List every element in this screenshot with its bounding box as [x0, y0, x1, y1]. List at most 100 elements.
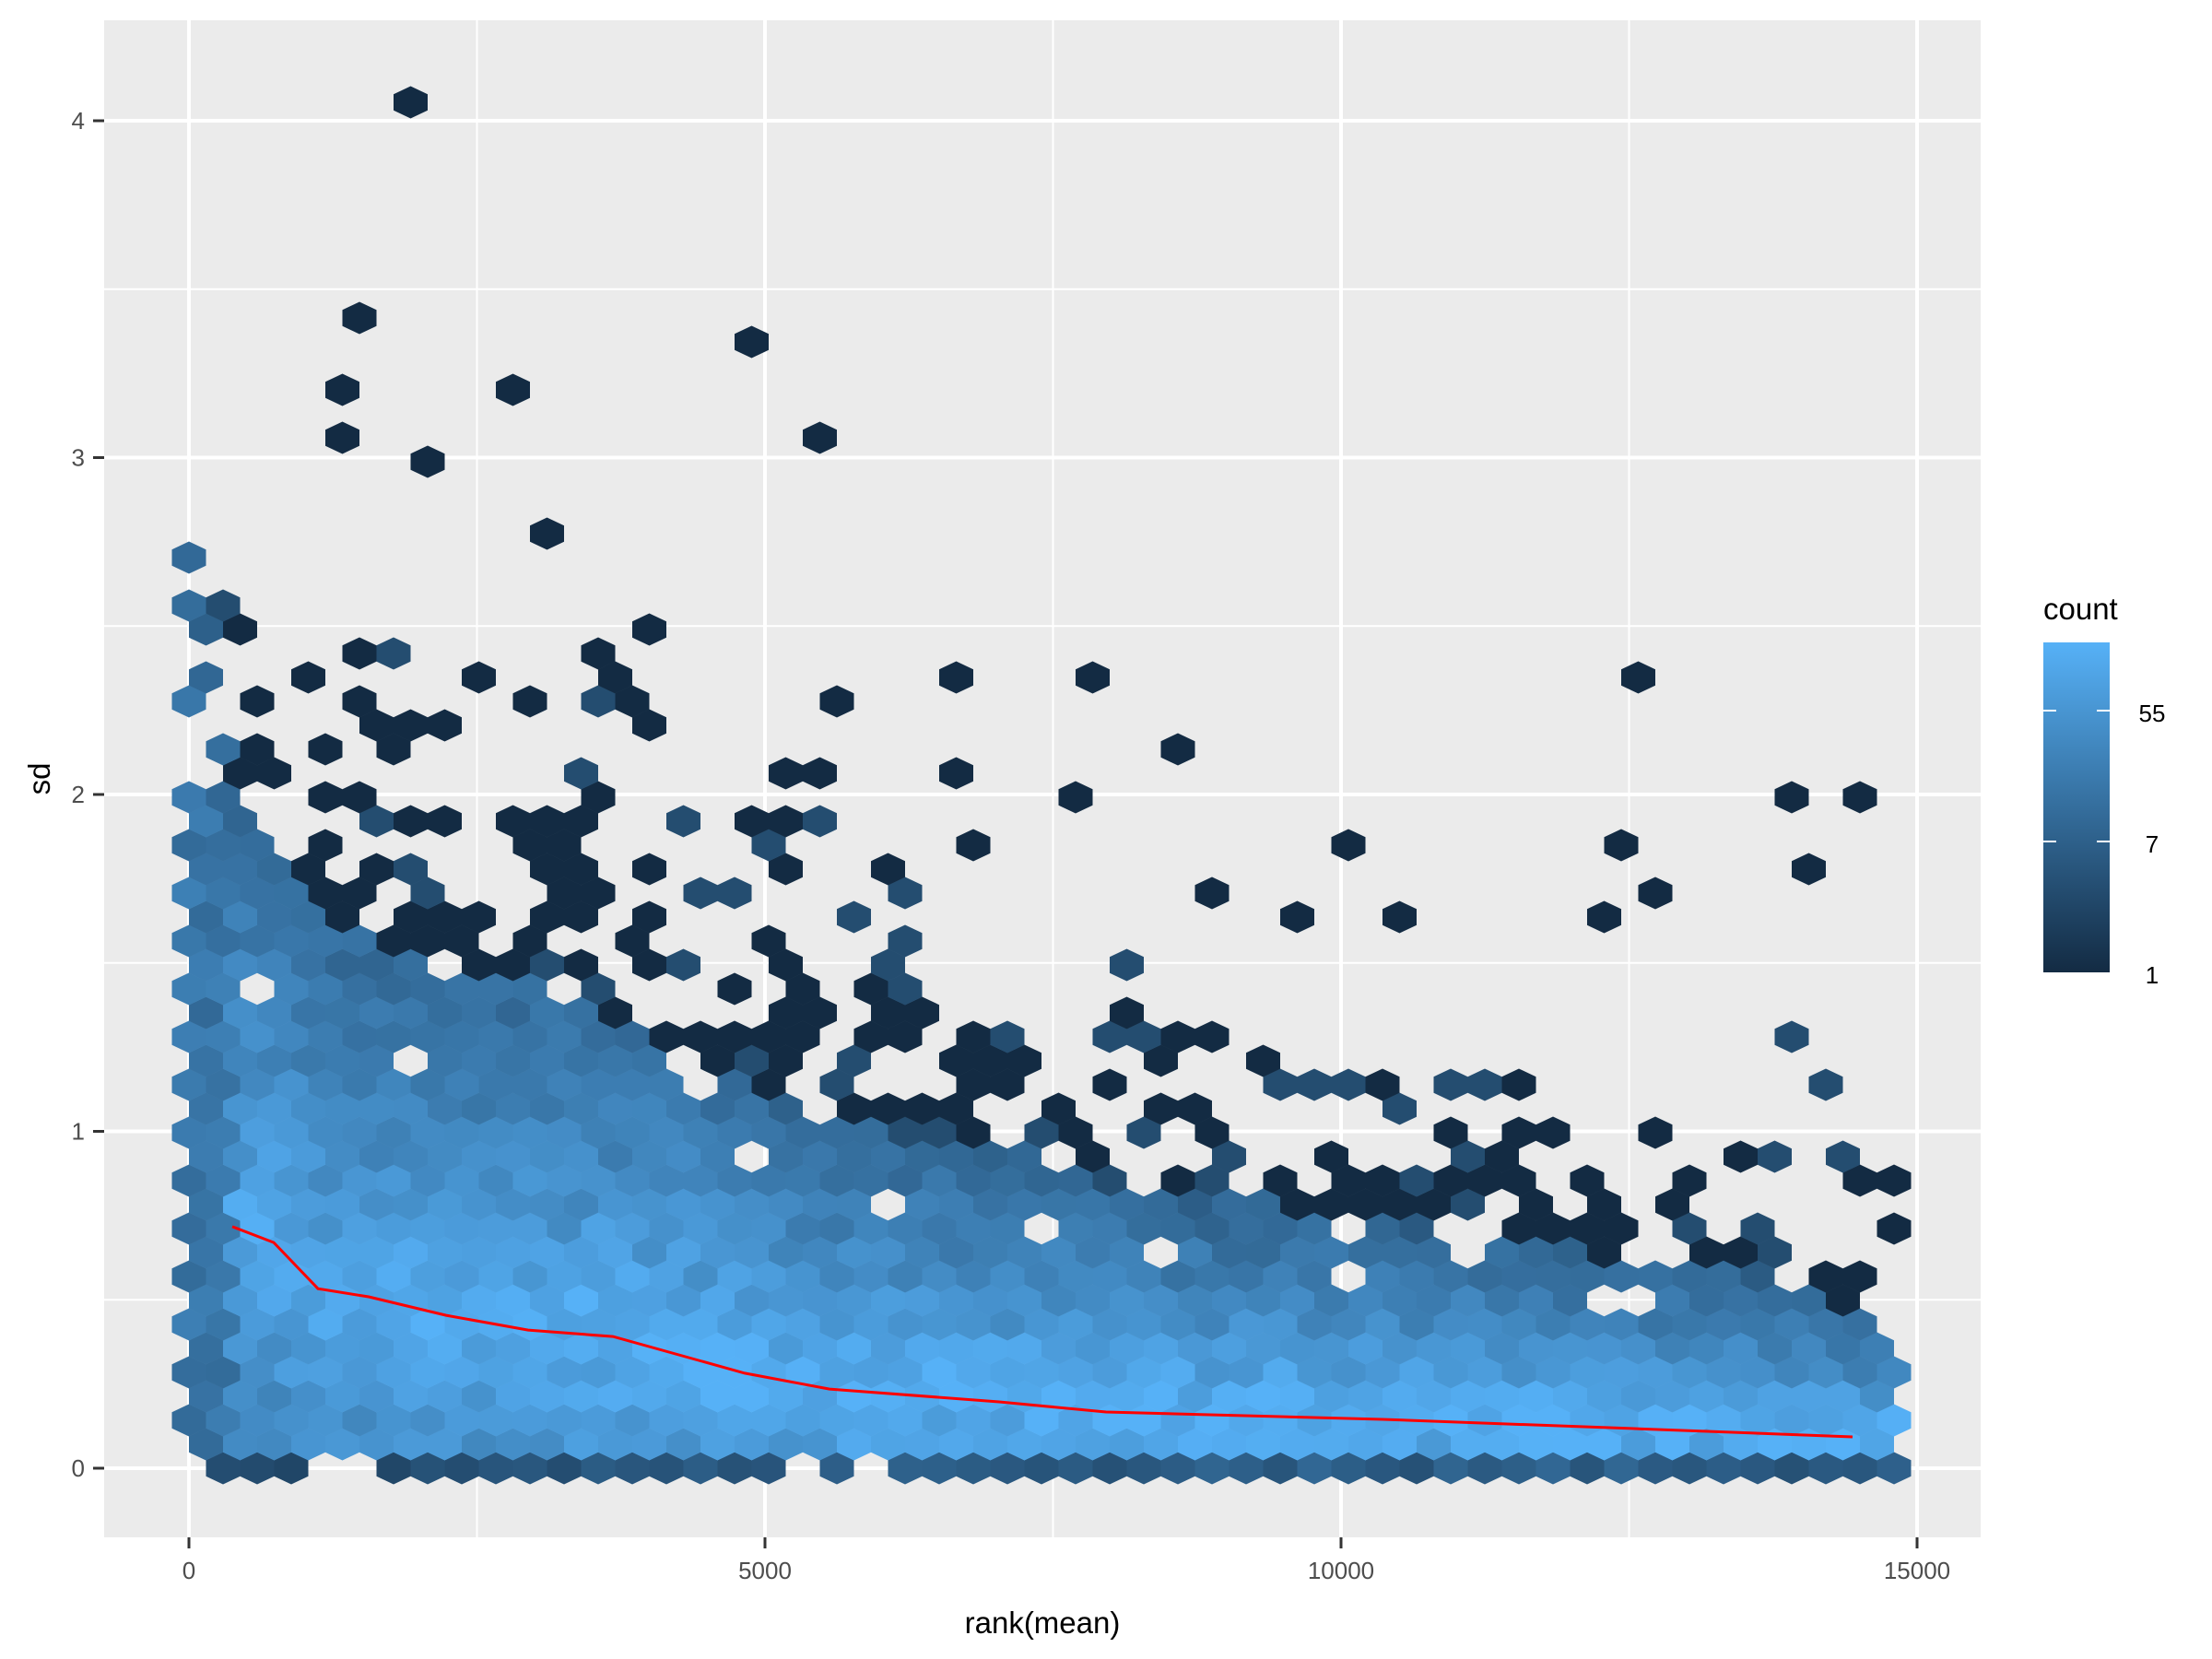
hex-bin — [1007, 1284, 1041, 1317]
hex-bin — [666, 1332, 700, 1365]
hex-bin — [1280, 1236, 1314, 1269]
hex-bin — [240, 685, 275, 718]
hex-bin — [1740, 1452, 1775, 1485]
hex-bin — [1007, 1044, 1041, 1077]
hex-bin — [769, 1140, 803, 1173]
hex-bin — [1194, 1404, 1230, 1437]
hex-bin — [1758, 1428, 1792, 1461]
hex-bin — [240, 1116, 275, 1149]
hex-bin — [1263, 1164, 1298, 1197]
hex-bin — [1467, 1068, 1502, 1101]
hex-bin — [223, 757, 257, 790]
hex-bin — [1041, 1332, 1076, 1365]
hex-bin — [1024, 1116, 1059, 1149]
hex-bin — [308, 829, 343, 862]
hex-bin-outlier — [819, 685, 854, 718]
hex-bin — [717, 1116, 752, 1149]
hex-bin — [530, 900, 564, 934]
hex-bin — [649, 1452, 684, 1485]
hex-bin — [291, 1428, 325, 1461]
hex-bin — [189, 1092, 223, 1125]
hex-bin — [700, 1092, 735, 1125]
hex-bin — [615, 685, 650, 718]
hex-bin — [751, 1212, 786, 1245]
hex-bin — [649, 1260, 684, 1293]
hex-bin — [376, 1260, 411, 1293]
hex-bin — [700, 1428, 735, 1461]
hex-bin — [803, 1284, 837, 1317]
hex-bin — [1178, 1236, 1212, 1269]
hex-bin — [171, 1356, 206, 1389]
hex-bin — [1144, 1188, 1178, 1221]
hex-bin — [717, 877, 752, 910]
hex-bin — [905, 1428, 939, 1461]
hex-bin — [1365, 1452, 1400, 1485]
hex-bin — [1792, 1284, 1826, 1317]
hex-bin — [462, 1236, 496, 1269]
hex-bin — [428, 1332, 462, 1365]
hex-bin — [428, 1380, 462, 1413]
hex-bin — [223, 948, 257, 982]
hex-bin — [785, 1308, 820, 1341]
hex-bin — [394, 709, 428, 742]
hex-bin — [376, 1212, 411, 1245]
hex-bin — [1740, 1356, 1775, 1389]
hex-bin — [939, 1140, 973, 1173]
hex-bin — [189, 1332, 223, 1365]
hex-bin — [496, 1236, 530, 1269]
hex-bin — [819, 1356, 854, 1389]
hex-bin — [1451, 1428, 1485, 1461]
hex-bin — [973, 1428, 1007, 1461]
hex-bin — [1092, 1260, 1127, 1293]
hex-bin — [240, 1404, 275, 1437]
hex-bin — [1331, 1164, 1366, 1197]
hex-bin — [785, 1116, 820, 1149]
hex-bin — [1570, 1164, 1605, 1197]
hex-bin — [1587, 1380, 1621, 1413]
hex-bin — [1860, 1380, 1894, 1413]
hex-bin — [1433, 1260, 1468, 1293]
hex-bin — [1553, 1428, 1587, 1461]
hex-bin — [1433, 1452, 1468, 1485]
hex-bin — [615, 1356, 650, 1389]
hex-bin — [1808, 1356, 1843, 1389]
hex-bin — [564, 757, 598, 790]
hex-bin — [1467, 1356, 1502, 1389]
hex-bin — [956, 1020, 991, 1053]
hex-bin — [1076, 1140, 1110, 1173]
hex-bin — [428, 1428, 462, 1461]
hex-bin — [342, 1068, 377, 1101]
hex-bin — [428, 1140, 462, 1173]
hex-bin — [547, 1020, 582, 1053]
hex-bin — [1365, 1308, 1400, 1341]
hex-bin — [615, 1068, 650, 1101]
hex-bin — [649, 1212, 684, 1245]
hex-bin — [1314, 1284, 1348, 1317]
hex-bin — [223, 1092, 257, 1125]
hex-bin — [1535, 1404, 1571, 1437]
hex-bin — [1758, 1236, 1792, 1269]
hex-bin — [359, 853, 394, 886]
hex-bin — [410, 1116, 445, 1149]
hex-bin — [632, 948, 666, 982]
hex-bin — [257, 1332, 291, 1365]
hex-bin — [530, 1092, 564, 1125]
hex-bin — [598, 1236, 632, 1269]
hex-bin — [1229, 1452, 1264, 1485]
hex-bin — [1246, 1236, 1280, 1269]
hex-bin — [581, 1020, 616, 1053]
hex-bin — [206, 924, 241, 958]
hex-bin — [735, 1092, 769, 1125]
hex-bin — [1212, 1236, 1246, 1269]
hex-bin — [666, 1236, 700, 1269]
hex-bin — [735, 1044, 769, 1077]
hex-bin — [973, 1044, 1007, 1077]
hex-bin — [871, 1428, 905, 1461]
hex-bin — [1860, 1332, 1894, 1365]
hex-bin — [462, 1044, 496, 1077]
hex-bin — [206, 1404, 241, 1437]
hex-bin — [342, 637, 377, 670]
hex-bin — [1587, 1236, 1621, 1269]
hex-bin — [1076, 1188, 1110, 1221]
hex-bin — [1314, 1380, 1348, 1413]
